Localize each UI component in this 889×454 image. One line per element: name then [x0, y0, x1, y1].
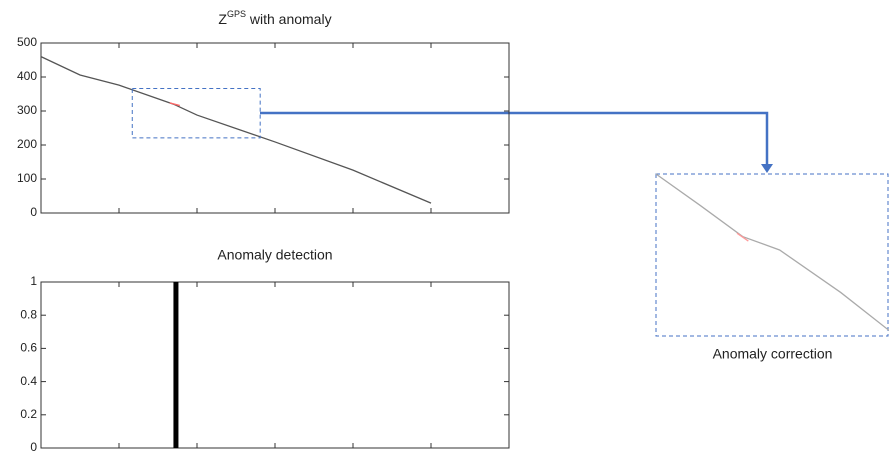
y-tick-label: 0.6 [20, 341, 37, 355]
y-tick-label: 500 [17, 35, 37, 49]
y-tick-label: 400 [17, 69, 37, 83]
data-line [655, 173, 889, 331]
axes-frame [40, 281, 510, 449]
data-line [736, 232, 749, 242]
axes-frame [40, 42, 510, 214]
chart-title: Anomaly detection [217, 247, 332, 263]
chart-title: ZGPS with anomaly [218, 9, 331, 26]
y-tick-label: 200 [17, 137, 37, 151]
inset-frame [655, 173, 889, 337]
title-base: Z [218, 11, 227, 27]
y-tick-label: 100 [17, 171, 37, 185]
arrow-head [761, 164, 773, 173]
y-tick-label: 0 [30, 440, 37, 454]
y-tick-label: 0.4 [20, 374, 37, 388]
zoom-region [131, 88, 261, 139]
y-tick-label: 0.8 [20, 307, 37, 321]
y-tick-label: 1 [30, 274, 37, 288]
y-tick-label: 0.2 [20, 407, 37, 421]
chart-title: Anomaly correction [713, 346, 833, 362]
title-text: with anomaly [246, 11, 332, 27]
stem-bar [173, 282, 179, 448]
data-line [40, 56, 432, 204]
zoom-arrow [260, 111, 769, 170]
y-tick-label: 0 [30, 205, 37, 219]
data-line [169, 102, 181, 107]
title-superscript: GPS [227, 9, 246, 19]
y-tick-label: 300 [17, 103, 37, 117]
